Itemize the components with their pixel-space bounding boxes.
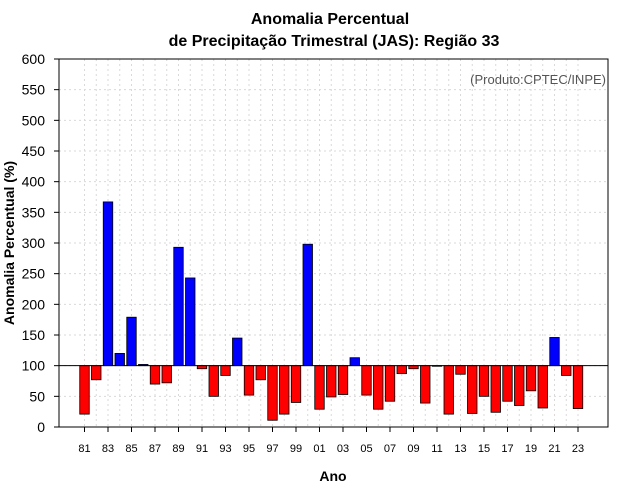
x-tick-label: 23 <box>572 443 584 455</box>
y-tick-label: 0 <box>37 419 45 435</box>
y-tick-label: 600 <box>22 51 46 67</box>
x-tick-label: 97 <box>266 443 278 455</box>
credit-label: (Produto:CPTEC/INPE) <box>470 72 606 87</box>
bar-90 <box>185 277 196 367</box>
x-tick-label: 81 <box>78 443 90 455</box>
bar-20 <box>537 365 548 409</box>
x-tick-label: 19 <box>525 443 537 455</box>
bar-21 <box>549 337 560 367</box>
bar-85 <box>126 316 137 367</box>
bar-19 <box>525 365 537 392</box>
bar-23 <box>572 365 584 409</box>
bar-94 <box>232 337 243 367</box>
x-tick-label: 87 <box>149 443 161 455</box>
bar-04 <box>349 357 360 367</box>
bar-08 <box>396 365 407 375</box>
x-tick-label: 05 <box>360 443 372 455</box>
x-tick-label: 01 <box>313 443 325 455</box>
bar-83 <box>102 201 114 367</box>
bar-13 <box>455 365 466 375</box>
x-axis-title: Ano <box>319 468 346 484</box>
bar-10 <box>420 365 431 404</box>
bar-84 <box>114 352 125 367</box>
bar-16 <box>490 365 501 413</box>
y-tick-label: 450 <box>22 143 46 159</box>
x-tick-label: 21 <box>548 443 560 455</box>
x-tick-label: 09 <box>407 443 419 455</box>
y-tick-label: 550 <box>22 82 46 98</box>
x-tick-label: 13 <box>454 443 466 455</box>
y-axis-title: Anomalia Percentual (%) <box>1 161 17 325</box>
bar-01 <box>314 365 325 410</box>
bar-05 <box>361 365 372 396</box>
bar-99 <box>290 365 302 403</box>
y-tick-label: 300 <box>22 235 46 251</box>
x-tick-label: 11 <box>431 443 442 455</box>
bar-15 <box>478 365 490 397</box>
chart-title: Anomalia Percentual <box>251 11 409 28</box>
x-tick-label: 89 <box>172 443 184 455</box>
x-tick-label: 15 <box>478 443 490 455</box>
bar-98 <box>279 365 290 415</box>
y-tick-label: 350 <box>22 204 46 220</box>
bar-12 <box>443 365 454 415</box>
y-tick-label: 400 <box>22 174 46 190</box>
x-tick-label: 03 <box>337 443 349 455</box>
x-tick-label: 85 <box>125 443 137 455</box>
bar-18 <box>514 365 525 406</box>
bar-22 <box>561 365 572 376</box>
chart-subtitle: de Precipitação Trimestral (JAS): Região… <box>169 33 500 50</box>
bar-02 <box>326 365 337 398</box>
y-tick-label: 250 <box>22 266 46 282</box>
bar-95 <box>243 365 255 396</box>
bar-17 <box>502 365 513 402</box>
x-tick-label: 83 <box>102 443 114 455</box>
x-tick-label: 17 <box>501 443 513 455</box>
bar-07 <box>384 365 396 402</box>
bar-88 <box>161 365 172 384</box>
x-tick-label: 93 <box>219 443 231 455</box>
y-tick-label: 500 <box>22 112 46 128</box>
bar-14 <box>467 365 478 414</box>
bar-89 <box>173 246 184 367</box>
x-tick-label: 91 <box>196 443 208 455</box>
x-tick-label: 95 <box>243 443 255 455</box>
x-tick-label: 07 <box>384 443 396 455</box>
bar-06 <box>373 365 384 410</box>
bars <box>79 201 584 421</box>
bar-96 <box>255 365 266 381</box>
y-tick-label: 50 <box>29 388 45 404</box>
bar-97 <box>267 365 278 421</box>
bar-92 <box>208 365 219 397</box>
y-tick-label: 200 <box>22 296 46 312</box>
bar-00 <box>302 243 313 367</box>
bar-82 <box>91 365 102 381</box>
x-tick-label: 99 <box>290 443 302 455</box>
y-tick-label: 100 <box>22 358 46 374</box>
bar-93 <box>220 365 231 376</box>
bar-81 <box>79 365 90 415</box>
y-tick-label: 150 <box>22 327 46 343</box>
bar-87 <box>149 365 161 385</box>
bar-03 <box>337 365 349 395</box>
